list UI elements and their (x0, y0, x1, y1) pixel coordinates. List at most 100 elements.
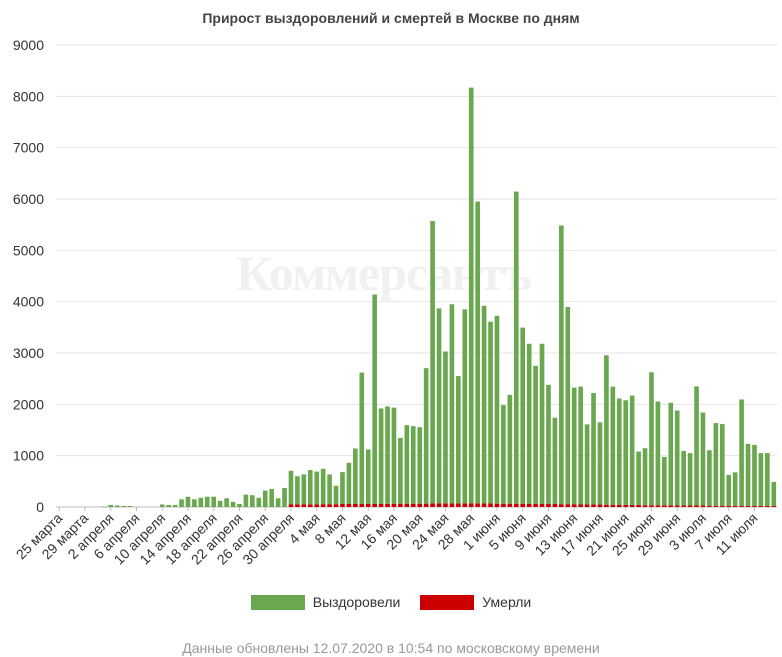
bar-died (719, 505, 725, 507)
bar-recovered (346, 462, 352, 504)
bar-died (636, 504, 641, 507)
bar-died (501, 503, 506, 507)
bar-recovered (172, 504, 178, 507)
bar-died (481, 503, 487, 507)
bar-died (398, 503, 403, 507)
bar-recovered (481, 305, 487, 504)
bar-recovered (288, 470, 294, 505)
y-tick-label: 4000 (13, 294, 44, 310)
bar-recovered (726, 474, 732, 506)
bar-died (771, 505, 777, 507)
chart-title: Прирост выздоровлений и смертей в Москве… (202, 10, 580, 26)
bar-recovered (372, 294, 377, 504)
y-tick-label: 5000 (13, 242, 44, 258)
legend-item-died[interactable]: Умерли (420, 594, 531, 610)
bar-died (604, 504, 609, 507)
bar-recovered (224, 498, 229, 507)
bar-died (732, 505, 738, 507)
bar-died (494, 503, 500, 507)
bar-recovered (217, 500, 223, 507)
bar-recovered (192, 499, 197, 507)
bar-recovered (185, 496, 191, 507)
bar-recovered (269, 489, 274, 507)
y-tick-label: 6000 (13, 191, 44, 207)
bar-recovered (565, 307, 571, 505)
bar-recovered (391, 407, 397, 504)
bar-recovered (674, 410, 680, 506)
bar-died (430, 503, 435, 507)
legend-item-recovered[interactable]: Выздоровели (250, 594, 400, 610)
legend-swatch-died (420, 594, 475, 610)
bar-died (668, 505, 674, 507)
bar-recovered (546, 384, 551, 504)
bar-recovered (494, 315, 500, 504)
bar-died (436, 503, 442, 507)
bar-recovered (591, 393, 596, 505)
bar-recovered (301, 474, 307, 505)
legend-swatch-recovered (250, 594, 305, 610)
bar-recovered (121, 505, 126, 507)
bar-died (610, 504, 616, 507)
bar-died (417, 503, 423, 507)
bar-recovered (436, 308, 442, 504)
bar-recovered (204, 496, 210, 507)
bar-recovered (423, 368, 429, 504)
bar-died (745, 505, 751, 507)
bar-died (559, 504, 564, 507)
bar-died (423, 503, 429, 507)
bar-died (301, 504, 307, 507)
bar-died (333, 504, 339, 507)
bar-died (739, 505, 744, 507)
bar-recovered (275, 498, 281, 507)
bar-recovered (108, 504, 114, 507)
bar-died (713, 505, 719, 507)
bar-died (288, 504, 294, 507)
bar-recovered (571, 387, 577, 505)
bar-recovered (462, 309, 468, 504)
bar-recovered (642, 448, 648, 506)
bar-recovered (604, 355, 609, 505)
y-tick-label: 3000 (13, 345, 44, 361)
bar-died (449, 503, 455, 507)
bar-died (520, 503, 526, 507)
bar-died (307, 504, 313, 507)
bar-recovered (340, 472, 345, 504)
bar-died (340, 503, 345, 507)
bar-recovered (662, 456, 667, 506)
bar-died (346, 503, 352, 507)
bar-died (462, 503, 468, 507)
bar-recovered (578, 386, 583, 505)
bar-recovered (739, 399, 744, 506)
bar-recovered (623, 400, 629, 505)
bar-recovered (430, 221, 435, 504)
bar-recovered (417, 427, 423, 504)
bar-recovered (649, 372, 654, 506)
bar-recovered (256, 497, 262, 507)
bar-recovered (719, 424, 725, 506)
bar-recovered (314, 471, 320, 505)
bar-recovered (243, 494, 249, 507)
bar-died (327, 504, 332, 507)
bar-recovered (513, 191, 519, 504)
bar-recovered (398, 437, 403, 504)
bar-recovered (501, 405, 506, 504)
bar-recovered (320, 468, 326, 505)
bar-died (655, 505, 661, 507)
bar-recovered (359, 372, 365, 504)
bar-died (539, 503, 545, 507)
bar-recovered (752, 444, 757, 506)
bar-recovered (127, 505, 133, 507)
bar-recovered (745, 443, 751, 506)
bar-recovered (230, 501, 236, 507)
y-tick-label: 1000 (13, 448, 44, 464)
bar-recovered (449, 304, 455, 504)
bar-died (578, 504, 583, 507)
bar-died (552, 503, 558, 507)
chart-plot: 010002000300040005000600070008000900025 … (13, 37, 777, 568)
bar-recovered (552, 417, 558, 504)
bar-recovered (443, 351, 448, 504)
bar-recovered (636, 451, 641, 505)
bar-died (468, 503, 474, 507)
legend-label-died: Умерли (482, 594, 532, 610)
bar-died (565, 504, 571, 507)
